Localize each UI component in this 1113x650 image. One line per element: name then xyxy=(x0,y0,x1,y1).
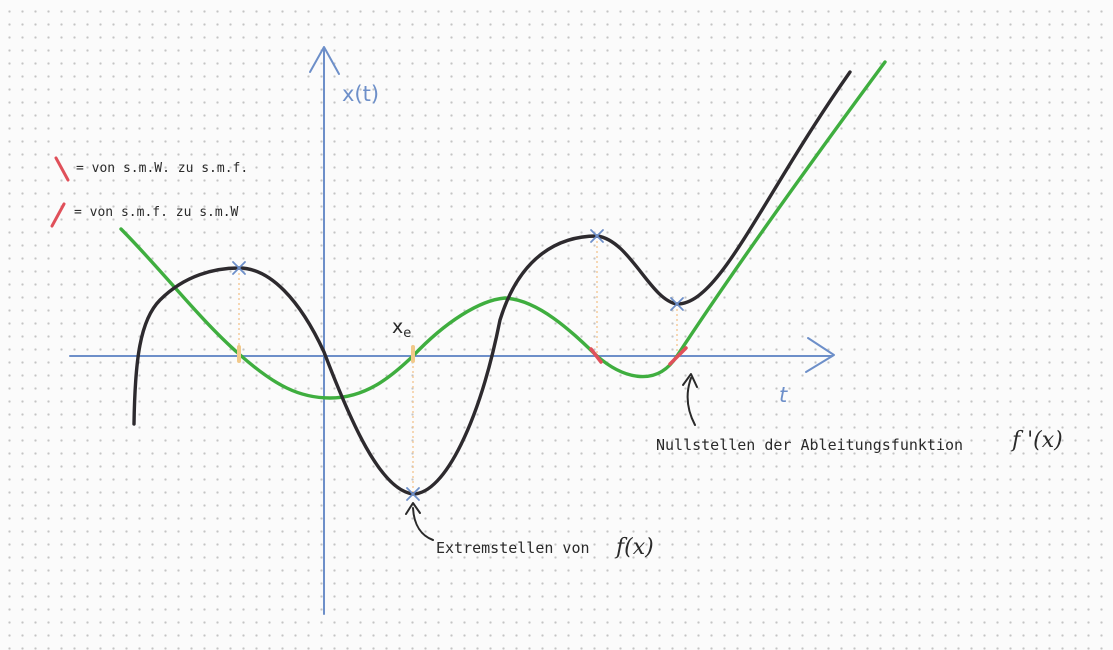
legend: = von s.m.W. zu s.m.f. = von s.m.f. zu s… xyxy=(50,156,248,228)
xe-sub: e xyxy=(403,326,411,341)
extremum-markers xyxy=(232,229,684,501)
zero-mark-3-red xyxy=(589,347,603,364)
zeros-note-text: Nullstellen der Ableitungsfunktion xyxy=(656,436,963,454)
axes xyxy=(69,46,835,615)
zeros-arrowhead xyxy=(682,373,698,388)
zero-mark-4-red xyxy=(668,346,688,366)
extremum-marker-max-1 xyxy=(232,261,246,275)
xe-label: xe xyxy=(392,316,411,341)
extremum-marker-min-1 xyxy=(406,487,420,501)
guide-lines xyxy=(238,236,678,494)
zeros-annotation: Nullstellen der Ableitungsfunktion f '(x… xyxy=(656,373,1063,454)
extrema-arrowhead xyxy=(405,502,421,515)
xe-base: x xyxy=(392,316,403,338)
extrema-fx-label: f(x) xyxy=(614,535,654,560)
t-axis-label: t xyxy=(779,383,788,407)
zeros-fx-label: f '(x) xyxy=(1010,428,1063,453)
y-axis-label: x(t) xyxy=(342,82,379,106)
extrema-arrow xyxy=(412,507,434,541)
t-axis-arrowhead xyxy=(805,337,835,373)
curve-f-prime xyxy=(119,60,887,400)
curve-f xyxy=(132,70,852,496)
zeros-arrow xyxy=(686,377,696,426)
extremum-marker-max-2 xyxy=(590,229,604,243)
legend-text-2: = von s.m.f. zu s.m.W xyxy=(74,205,239,220)
legend-mark-2 xyxy=(50,202,66,228)
legend-text-1: = von s.m.W. zu s.m.f. xyxy=(76,161,248,176)
extremum-marker-min-2 xyxy=(670,297,684,311)
extrema-annotation: Extremstellen von f(x) xyxy=(405,502,654,560)
extrema-note-text: Extremstellen von xyxy=(436,539,590,557)
derivative-zero-marks xyxy=(237,345,688,366)
legend-mark-1 xyxy=(54,156,70,182)
y-axis-arrowhead xyxy=(309,46,340,75)
